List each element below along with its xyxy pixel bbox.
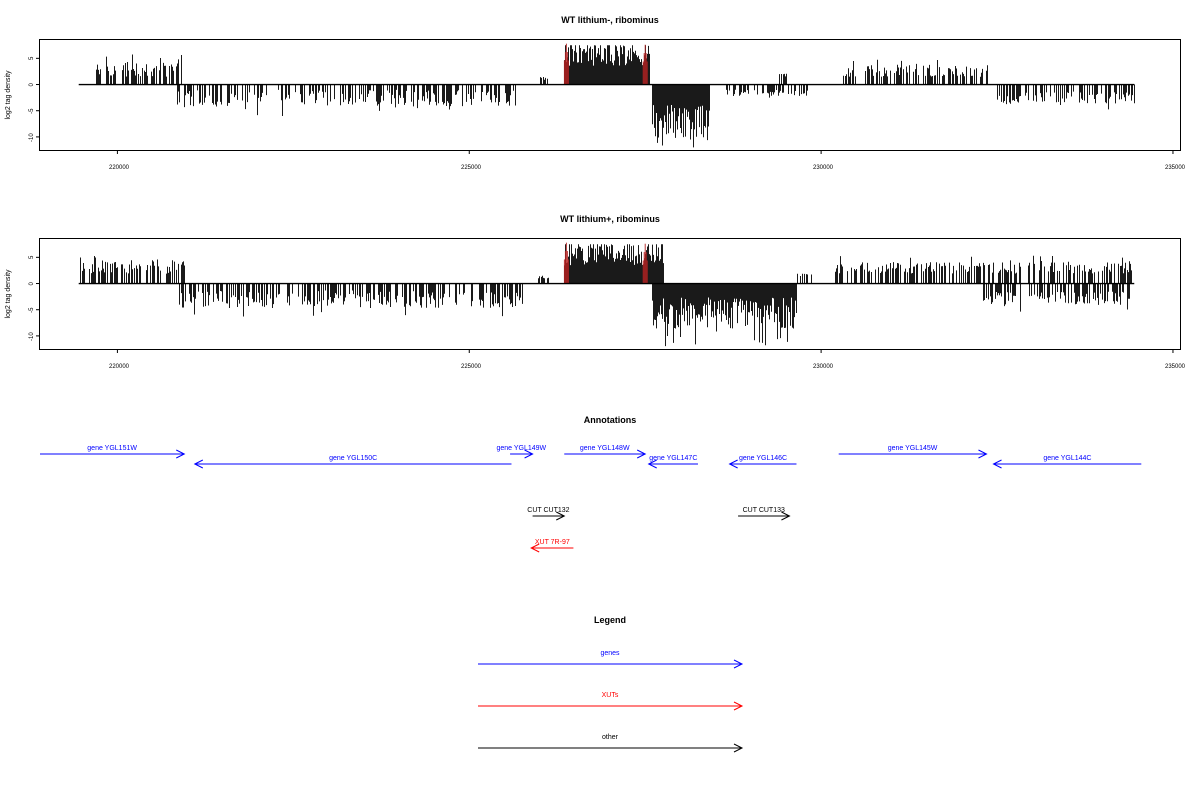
legend-arrow-head [733, 743, 744, 753]
y-tick-label: -10 [29, 133, 35, 142]
y-tick-label: 0 [29, 281, 35, 285]
annotations-panel: Annotations gene YGL151W gene YGL150C gene… [40, 415, 1142, 553]
annotation-feature: CUT CUT133 [738, 507, 791, 521]
x-tick-label: 220000 [109, 364, 130, 370]
annotation-arrow-head [992, 459, 1002, 469]
annotation-label: CUT CUT133 [743, 507, 785, 514]
signal-bars [36, 43, 1174, 154]
annotation-feature: gene YGL146C [728, 455, 797, 469]
annotation-feature: CUT CUT132 [527, 507, 570, 521]
track-panel-lithium-plus: WT lithium+, ribominus log2 tag density … [5, 214, 1186, 370]
annotation-label: gene YGL149W [496, 445, 546, 452]
annotation-label: gene YGL151W [87, 445, 137, 452]
y-tick-label: 0 [29, 82, 35, 86]
annotation-arrow-head [530, 543, 540, 553]
annotation-arrow-head [636, 449, 647, 459]
annotation-feature: XUT 7R-97 [530, 539, 574, 553]
annotation-feature: gene YGL151W [40, 445, 186, 459]
legend-arrow-head [733, 701, 744, 711]
x-tick-label: 225000 [461, 165, 482, 171]
x-tick-label: 225000 [461, 364, 482, 370]
x-tick-label: 235000 [1165, 364, 1186, 370]
legend-label: other [602, 734, 619, 741]
y-tick-label: -5 [29, 307, 35, 313]
y-axis-label: log2 tag density [5, 70, 12, 120]
x-tick-label: 230000 [813, 364, 834, 370]
x-tick-label: 220000 [109, 165, 130, 171]
panel-title: WT lithium-, ribominus [561, 15, 659, 25]
annotation-feature: gene YGL150C [193, 455, 512, 469]
plot-frame [39, 238, 1181, 350]
annotation-feature: gene YGL145W [838, 445, 988, 459]
annotation-label: gene YGL150C [329, 455, 377, 462]
plot-frame [39, 39, 1181, 151]
annotation-arrow-head [978, 449, 988, 459]
annotations-title: Annotations [584, 415, 637, 425]
annotation-arrow-head [728, 459, 738, 469]
annotation-label: gene YGL148W [580, 445, 630, 452]
legend-label: genes [600, 650, 620, 657]
annotation-arrow-head [176, 449, 186, 459]
panel-title: WT lithium+, ribominus [560, 214, 660, 224]
annotation-feature: gene YGL148W [564, 445, 647, 459]
legend-title: Legend [594, 615, 626, 625]
annotation-label: gene YGL145W [888, 445, 938, 452]
y-tick-label: 5 [29, 255, 35, 259]
legend-item-other: other [478, 734, 744, 753]
annotation-label: gene YGL147C [649, 455, 697, 462]
y-tick-label: -5 [29, 108, 35, 114]
legend-label: XUTs [602, 692, 619, 699]
legend-arrow-head [733, 659, 744, 669]
legend-panel: Legend genes XUTs other [478, 615, 744, 753]
y-axis-label: log2 tag density [5, 269, 12, 319]
annotation-arrow-head [781, 511, 791, 521]
y-tick-label: -10 [29, 332, 35, 341]
signal-bars [36, 242, 1174, 353]
legend-item-xuts: XUTs [478, 692, 744, 711]
track-panel-lithium-minus: WT lithium-, ribominus log2 tag density … [5, 15, 1186, 171]
annotation-feature: gene YGL147C [647, 455, 698, 469]
x-tick-label: 235000 [1165, 165, 1186, 171]
y-tick-label: 5 [29, 56, 35, 60]
annotation-feature: gene YGL149W [496, 445, 547, 459]
annotation-arrow-head [647, 459, 657, 469]
annotation-label: CUT CUT132 [527, 507, 569, 514]
annotation-label: gene YGL144C [1043, 455, 1091, 462]
annotation-label: XUT 7R-97 [535, 539, 570, 546]
annotation-label: gene YGL146C [739, 455, 787, 462]
x-tick-label: 230000 [813, 165, 834, 171]
annotation-arrow-head [524, 449, 534, 459]
legend-item-genes: genes [478, 650, 744, 669]
annotation-arrow-head [556, 511, 566, 521]
annotation-arrow-head [193, 459, 204, 469]
annotation-feature: gene YGL144C [992, 455, 1142, 469]
